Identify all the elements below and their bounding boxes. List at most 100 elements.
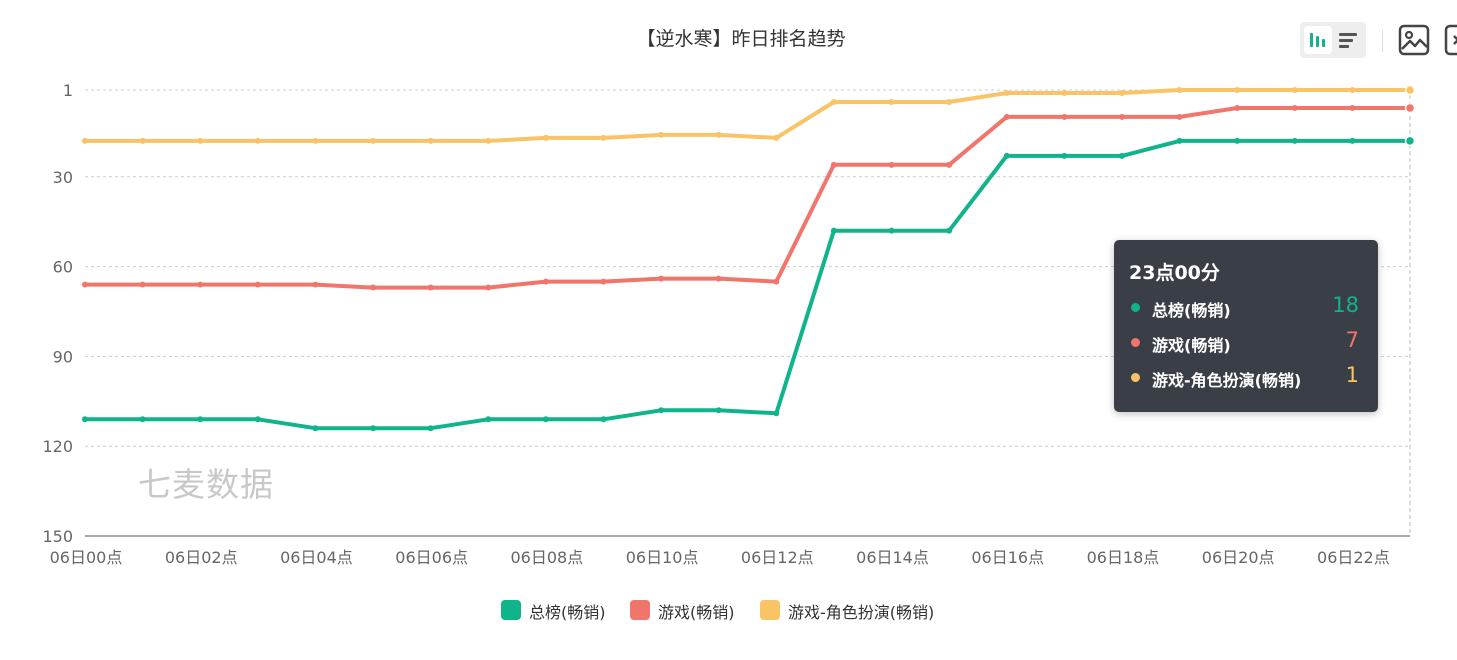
y-tick-label: 30 (53, 168, 73, 187)
data-point (427, 284, 434, 291)
data-point (946, 98, 953, 105)
data-point (715, 275, 722, 282)
data-point (197, 416, 204, 423)
legend-swatch (760, 600, 780, 620)
data-point (1404, 102, 1416, 114)
bar-chart-view-button[interactable] (1304, 26, 1332, 54)
more-button[interactable] (1442, 22, 1457, 58)
data-point (370, 284, 377, 291)
list-view-button[interactable] (1334, 26, 1362, 54)
chart-title: 【逆水寒】昨日排名趋势 (636, 28, 846, 50)
y-tick-label: 150 (42, 527, 73, 546)
list-icon (1339, 33, 1357, 48)
data-point (946, 161, 953, 168)
data-point (1061, 152, 1068, 159)
tooltip-series-value: 7 (1345, 328, 1359, 352)
legend-label: 游戏(畅销) (658, 603, 735, 622)
x-tick-label: 06日04点 (280, 548, 353, 567)
x-tick-label: 06日20点 (1202, 548, 1275, 567)
chart-legend: 总榜(畅销) 游戏(畅销) 游戏-角色扮演(畅销) (0, 598, 1457, 622)
data-point (1176, 137, 1183, 144)
data-point (1349, 137, 1356, 144)
data-point (82, 137, 88, 144)
data-point (254, 281, 261, 288)
legend-label: 总榜(畅销) (529, 603, 606, 622)
data-point (1291, 137, 1298, 144)
data-point (542, 278, 549, 285)
tooltip-series-name: 游戏-角色扮演(畅销) (1152, 371, 1302, 390)
data-point (715, 131, 722, 138)
axes: 1 30 60 90 120 150 06日00点 06日02点 06日04点 06日06点 06日… (42, 81, 1410, 567)
data-point (1176, 87, 1183, 93)
legend-swatch (501, 600, 521, 620)
data-point (485, 416, 492, 423)
data-point (312, 425, 319, 432)
image-download-icon (1398, 24, 1430, 56)
data-point (888, 227, 895, 234)
data-point (427, 137, 434, 144)
y-tick-label: 60 (53, 258, 73, 277)
x-tick-label: 06日00点 (50, 548, 123, 567)
data-point (1349, 104, 1356, 111)
data-point (1003, 89, 1010, 96)
legend-label: 游戏-角色扮演(畅销) (788, 603, 935, 622)
data-point (773, 410, 780, 417)
tooltip-series-name: 游戏(畅销) (1152, 336, 1231, 355)
series-line (83, 138, 1412, 431)
data-point (946, 227, 953, 234)
data-point (715, 407, 722, 414)
tooltip-row: 游戏(畅销) 7 (1129, 327, 1361, 357)
data-point (658, 131, 665, 138)
data-point (312, 281, 319, 288)
view-toggle (1300, 22, 1366, 58)
y-tick-label: 120 (42, 437, 73, 456)
data-point (600, 278, 607, 285)
tooltip-title: 23点00分 (1129, 262, 1220, 284)
data-point (830, 98, 837, 105)
toolbar-divider (1382, 30, 1383, 52)
data-point (485, 137, 492, 144)
data-point (1118, 152, 1125, 159)
data-point (82, 416, 88, 423)
tooltip-series-name: 总榜(畅销) (1152, 301, 1231, 320)
data-point (1349, 87, 1356, 93)
data-point (485, 284, 492, 291)
data-point (1291, 87, 1298, 93)
more-icon (1444, 24, 1457, 56)
data-point (82, 281, 88, 288)
y-tick-label: 90 (53, 347, 73, 366)
data-point (542, 416, 549, 423)
data-point (658, 275, 665, 282)
series-points (82, 84, 1416, 432)
data-point (139, 137, 146, 144)
series-dot-icon (1131, 303, 1140, 312)
x-tick-label: 06日12点 (741, 548, 814, 567)
data-point (830, 161, 837, 168)
series-dot-icon (1131, 373, 1140, 382)
series-line (83, 88, 1412, 143)
data-point (1404, 84, 1416, 96)
save-image-button[interactable] (1396, 22, 1432, 58)
x-tick-label: 06日14点 (856, 548, 929, 567)
tooltip: 23点00分 总榜(畅销) 18 游戏(畅销) 7 游戏-角色扮演(畅销) 1 (1114, 240, 1378, 412)
data-point (1118, 113, 1125, 120)
x-tick-label: 06日18点 (1087, 548, 1160, 567)
data-point (312, 137, 319, 144)
data-point (1061, 89, 1068, 96)
data-point (1118, 89, 1125, 96)
tooltip-row: 游戏-角色扮演(畅销) 1 (1129, 362, 1361, 392)
bar-chart-icon (1310, 33, 1325, 47)
legend-swatch (630, 600, 650, 620)
data-point (254, 137, 261, 144)
x-tick-label: 06日16点 (971, 548, 1044, 567)
tooltip-series-value: 1 (1345, 363, 1359, 387)
data-point (542, 134, 549, 141)
data-point (1234, 104, 1241, 111)
data-point (830, 227, 837, 234)
data-point (1176, 113, 1183, 120)
data-point (1404, 135, 1416, 147)
series-dot-icon (1131, 338, 1140, 347)
data-point (139, 416, 146, 423)
data-point (888, 98, 895, 105)
data-point (254, 416, 261, 423)
